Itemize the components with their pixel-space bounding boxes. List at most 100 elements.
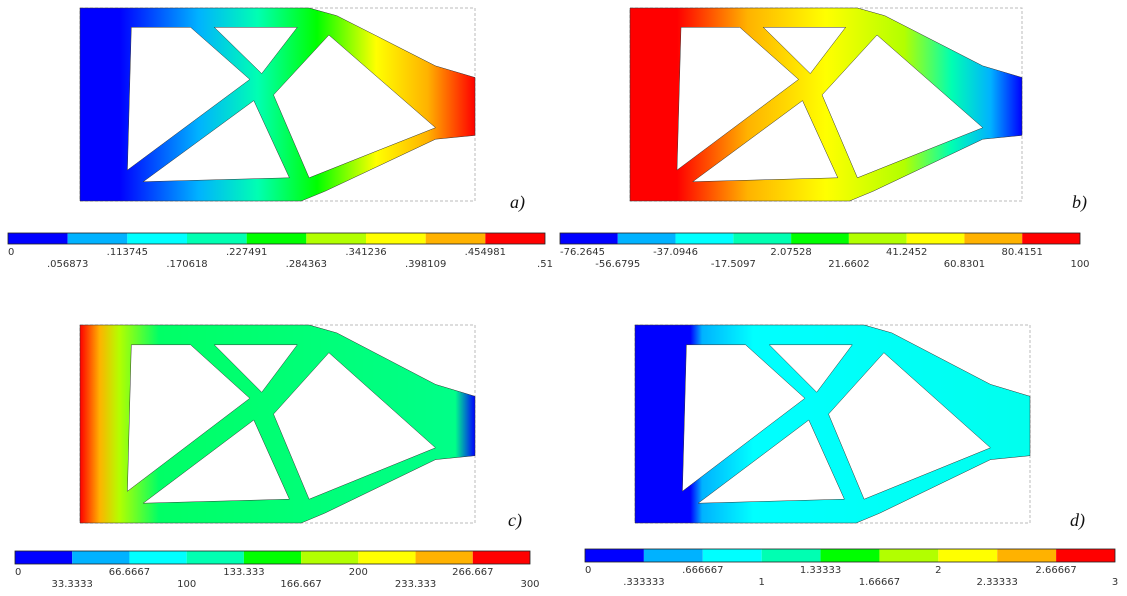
hole <box>768 344 853 393</box>
colorbar-tick-label: 233.333 <box>395 579 436 590</box>
colorbar-segment <box>425 233 486 244</box>
colorbar-segment <box>938 549 998 562</box>
colorbar-segment <box>906 233 965 244</box>
hole <box>142 419 290 504</box>
colorbar-tick-label: .666667 <box>682 565 723 576</box>
colorbar-tick-label: 80.4151 <box>1002 247 1043 258</box>
colorbar-segment <box>848 233 907 244</box>
hole <box>697 419 845 504</box>
colorbar-segment <box>964 233 1023 244</box>
colorbar-segment <box>733 233 792 244</box>
hole <box>821 34 984 179</box>
hole <box>127 344 251 492</box>
hole <box>691 100 839 182</box>
colorbar-segment <box>702 549 762 562</box>
colorbar-segment <box>1056 549 1115 562</box>
colorbar-tick-label: 166.667 <box>280 579 321 590</box>
panel-label: d) <box>1070 510 1085 531</box>
colorbar-tick-label: 0 <box>585 565 591 576</box>
colorbar-tick-label: 2.33333 <box>977 577 1018 588</box>
hole <box>273 34 436 179</box>
colorbar-tick-label: 33.3333 <box>52 579 93 590</box>
colorbar-segment <box>761 549 821 562</box>
colorbar-tick-label: .227491 <box>226 247 267 258</box>
colorbar-segment <box>820 549 880 562</box>
colorbar-segment <box>485 233 545 244</box>
colorbar-segment <box>560 233 618 244</box>
panel-label: c) <box>508 510 522 531</box>
colorbar-segment <box>617 233 676 244</box>
colorbar-tick-label: -17.5097 <box>711 259 756 270</box>
colorbar-tick-label: 266.667 <box>452 567 493 578</box>
hole <box>762 27 847 74</box>
colorbar-border <box>7 232 546 245</box>
colorbar-segment <box>306 233 366 244</box>
colorbar-tick-label: .51 <box>537 259 553 270</box>
colorbar-segment <box>879 549 939 562</box>
colorbar-segment <box>791 233 849 244</box>
colorbar-segment <box>187 233 247 244</box>
colorbar-tick-label: -56.6795 <box>595 259 640 270</box>
colorbar-tick-label: 1.66667 <box>859 577 900 588</box>
colorbar-tick-label: 60.8301 <box>944 259 985 270</box>
colorbar-segment <box>15 551 73 564</box>
colorbar-border <box>14 550 531 565</box>
colorbar-segment <box>186 551 244 564</box>
colorbar-tick-label: .284363 <box>286 259 327 270</box>
colorbar-tick-label: .056873 <box>47 259 88 270</box>
hole <box>127 27 251 171</box>
hole <box>676 27 799 171</box>
colorbar-segment <box>358 551 416 564</box>
colorbar-segment <box>1022 233 1080 244</box>
colorbar-tick-label: 100 <box>1070 259 1089 270</box>
colorbar-tick-label: .398109 <box>405 259 446 270</box>
colorbar-tick-label: .113745 <box>107 247 148 258</box>
colorbar-tick-label: 21.6602 <box>828 259 869 270</box>
colorbar-segment <box>8 233 68 244</box>
colorbar-segment <box>415 551 473 564</box>
colorbar-segment <box>127 233 187 244</box>
colorbar-segment <box>366 233 426 244</box>
colorbar-tick-label: 0 <box>15 567 21 578</box>
colorbar-tick-label: 3 <box>1112 577 1118 588</box>
colorbar-segment <box>643 549 703 562</box>
colorbar-tick-label: 2.66667 <box>1035 565 1076 576</box>
hole <box>213 27 298 74</box>
colorbar-tick-label: .341236 <box>345 247 386 258</box>
colorbar-segment <box>997 549 1057 562</box>
colorbar-tick-label: 1.33333 <box>800 565 841 576</box>
colorbar-tick-label: -37.0946 <box>653 247 698 258</box>
colorbar-segment <box>243 551 302 564</box>
colorbar-segment <box>72 551 130 564</box>
colorbar-tick-label: 66.6667 <box>109 567 150 578</box>
colorbar-segment <box>301 551 359 564</box>
colorbar-tick-label: 2 <box>935 565 941 576</box>
colorbar-tick-label: 100 <box>177 579 196 590</box>
panel-label: a) <box>510 192 525 213</box>
colorbar-tick-label: 133.333 <box>223 567 264 578</box>
colorbar-tick-label: 1 <box>758 577 764 588</box>
hole <box>828 352 991 500</box>
hole <box>682 344 806 492</box>
colorbar-segment <box>472 551 530 564</box>
colorbar-tick-label: .333333 <box>623 577 664 588</box>
colorbar-segment <box>585 549 644 562</box>
colorbar-border <box>584 548 1116 563</box>
colorbar-tick-label: 300 <box>520 579 539 590</box>
colorbar-border <box>559 232 1081 245</box>
colorbar-segment <box>129 551 187 564</box>
hole <box>213 344 298 393</box>
colorbar-tick-label: 41.2452 <box>886 247 927 258</box>
colorbar-segment <box>675 233 734 244</box>
colorbar-segment <box>246 233 307 244</box>
colorbar-tick-label: .170618 <box>166 259 207 270</box>
hole <box>273 352 436 500</box>
colorbar-segment <box>67 233 128 244</box>
colorbar-tick-label: 2.07528 <box>770 247 811 258</box>
colorbar-tick-label: .454981 <box>465 247 506 258</box>
colorbar-tick-label: 0 <box>8 247 14 258</box>
colorbar-tick-label: -76.2645 <box>560 247 605 258</box>
panel-label: b) <box>1072 192 1087 213</box>
hole <box>142 100 290 182</box>
